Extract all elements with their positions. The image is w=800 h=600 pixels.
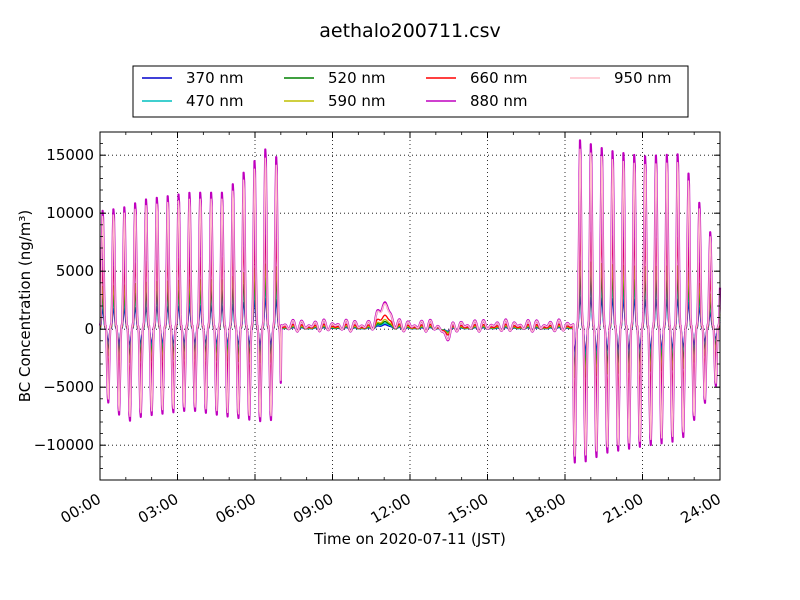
x-axis-label: Time on 2020-07-11 (JST) — [313, 530, 506, 548]
plot-area — [98, 131, 722, 481]
y-tick-label: −5000 — [43, 378, 94, 396]
y-tick-label: −10000 — [34, 436, 94, 454]
legend-label: 660 nm — [470, 69, 528, 87]
legend-label: 520 nm — [328, 69, 386, 87]
series-line — [99, 148, 721, 457]
legend-label: 590 nm — [328, 92, 386, 110]
series-layer — [98, 139, 722, 464]
y-axis-label: BC Concentration (ng/m³) — [16, 210, 34, 403]
legend: 370 nm 470 nm 520 nm 590 nm 660 nm 880 nm 950 … — [132, 65, 689, 118]
y-tick-label: 10000 — [46, 204, 94, 222]
y-tick-label: 15000 — [46, 146, 94, 164]
chart-title: aethalo200711.csv — [319, 20, 501, 42]
legend-items: 370 nm 470 nm 520 nm 590 nm 660 nm 880 nm 950 … — [142, 69, 672, 110]
legend-label: 370 nm — [186, 69, 244, 87]
tick-marks — [99, 132, 721, 480]
legend-label: 880 nm — [470, 92, 528, 110]
legend-label: 950 nm — [614, 69, 672, 87]
legend-label: 470 nm — [186, 92, 244, 110]
y-tick-label: 0 — [84, 320, 94, 338]
y-tick-label: 5000 — [56, 262, 94, 280]
y-tick-labels: −10000 −5000 0 5000 10000 15000 — [34, 146, 94, 454]
legend-box — [132, 65, 689, 118]
